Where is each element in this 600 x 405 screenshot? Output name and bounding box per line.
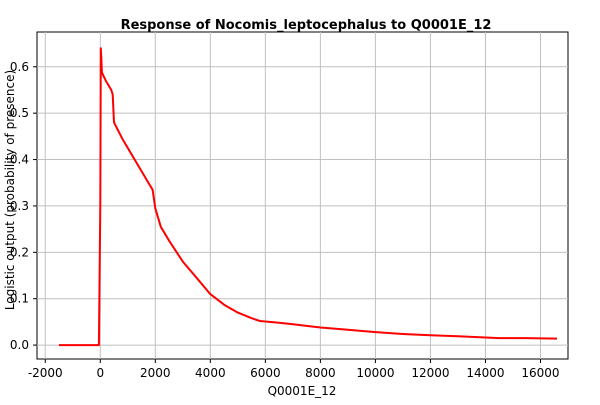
- response-curve-line: [59, 47, 558, 347]
- grid-lines: [37, 32, 568, 359]
- plot-frame: [36, 31, 569, 360]
- x-tick-label: 16000: [521, 366, 559, 380]
- x-tick-label: 0: [96, 366, 104, 380]
- axis-ticks: -2000 0 2000 4000 6000 8000 10000 12000 14000 160…: [10, 60, 560, 380]
- x-tick-label: 2000: [140, 366, 171, 380]
- x-axis-label: Q0001E_12: [268, 384, 337, 398]
- y-tick-label: 0.0: [10, 338, 29, 352]
- y-tick-label: 0.1: [10, 292, 29, 306]
- x-tick-label: 8000: [305, 366, 336, 380]
- series-layer: [59, 47, 558, 347]
- x-tick-label: 10000: [356, 366, 394, 380]
- y-tick-label: 0.4: [10, 153, 29, 167]
- y-tick-label: 0.3: [10, 199, 29, 213]
- x-tick-label: 14000: [466, 366, 504, 380]
- y-tick-label: 0.6: [10, 60, 29, 74]
- x-tick-label: 12000: [411, 366, 449, 380]
- x-tick-label: 6000: [250, 366, 281, 380]
- y-tick-label: 0.5: [10, 106, 29, 120]
- y-axis-label: Logistic output (probability of presence…: [3, 70, 17, 310]
- chart-title: Response of Nocomis_leptocephalus to Q00…: [121, 18, 492, 33]
- x-tick-label: -2000: [28, 366, 63, 380]
- x-tick-label: 4000: [195, 366, 226, 380]
- y-tick-label: 0.2: [10, 245, 29, 259]
